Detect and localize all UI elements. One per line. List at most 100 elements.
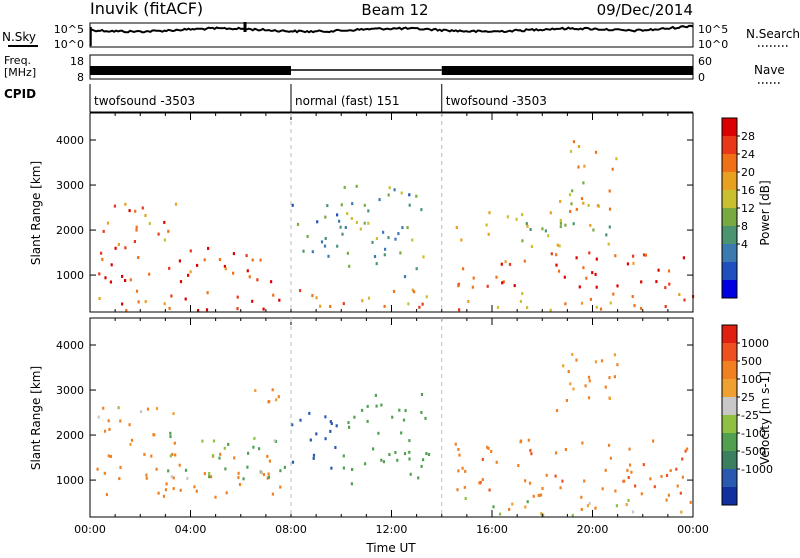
data-cell xyxy=(660,474,663,478)
y-tick-label: 1000 xyxy=(56,474,84,487)
x-tick-label: 08:00 xyxy=(275,523,307,536)
noise-tick-left-bottom: 10^0 xyxy=(54,38,84,51)
data-cell xyxy=(164,488,168,492)
colorbar-tick-label: 16 xyxy=(741,184,755,197)
data-cell xyxy=(343,185,346,189)
data-cell xyxy=(568,193,572,197)
data-cell xyxy=(364,462,367,466)
data-cell xyxy=(588,502,591,505)
data-cell xyxy=(487,446,490,450)
colorbar-segment xyxy=(722,136,737,154)
data-cell xyxy=(393,188,396,192)
data-cell xyxy=(224,267,227,271)
data-cell xyxy=(501,281,504,285)
data-cell xyxy=(291,423,294,427)
data-cell xyxy=(578,285,581,289)
data-cell xyxy=(403,275,407,279)
data-cell xyxy=(186,476,189,480)
data-cell xyxy=(595,257,598,261)
data-cell xyxy=(266,476,269,480)
data-cell xyxy=(487,232,490,236)
data-cell xyxy=(488,488,491,492)
data-cell xyxy=(162,494,166,498)
data-cell xyxy=(411,288,414,292)
data-cell xyxy=(130,438,134,442)
power-scatter xyxy=(98,140,695,312)
data-cell xyxy=(631,510,635,514)
data-cell xyxy=(563,275,566,279)
data-cell xyxy=(145,473,148,477)
data-cell xyxy=(330,422,333,426)
data-cell xyxy=(157,232,160,236)
data-cell xyxy=(508,507,511,511)
data-cell xyxy=(341,232,344,236)
data-cell xyxy=(545,473,548,477)
data-cell xyxy=(236,295,239,299)
data-cell xyxy=(417,476,420,480)
data-cell xyxy=(458,308,461,312)
data-cell xyxy=(329,420,332,424)
data-cell xyxy=(680,510,683,514)
data-cell xyxy=(686,447,689,451)
data-cell xyxy=(415,194,418,198)
data-cell xyxy=(532,494,535,498)
data-cell xyxy=(262,307,265,311)
data-cell xyxy=(347,421,350,425)
data-cell xyxy=(129,442,132,446)
colorbar-tick-label: 12 xyxy=(741,202,755,215)
data-cell xyxy=(211,454,215,458)
data-cell xyxy=(319,304,322,308)
data-cell xyxy=(128,423,131,427)
colorbar-tick-label: 500 xyxy=(741,355,762,368)
colorbar-segment xyxy=(722,244,737,262)
data-cell xyxy=(312,453,316,457)
data-cell xyxy=(336,244,339,248)
data-cell xyxy=(668,282,671,286)
data-cell xyxy=(519,440,522,444)
data-cell xyxy=(353,415,356,419)
data-cell xyxy=(117,243,120,246)
cpid-segment-label-0: twofsound -3503 xyxy=(94,94,195,108)
data-cell xyxy=(623,479,626,483)
data-cell xyxy=(575,256,578,260)
data-cell xyxy=(106,221,110,225)
data-cell xyxy=(555,451,558,455)
data-cell xyxy=(330,466,333,470)
y-tick-label: 2000 xyxy=(56,224,84,237)
data-cell xyxy=(420,464,423,468)
data-cell xyxy=(266,454,269,458)
data-cell xyxy=(415,267,418,271)
data-cell xyxy=(633,304,636,308)
data-cell xyxy=(363,221,366,225)
data-cell xyxy=(144,214,147,217)
data-cell xyxy=(559,221,562,225)
noise-tick-left-top: 10^5 xyxy=(54,23,84,36)
data-cell xyxy=(471,285,474,289)
data-cell xyxy=(689,500,692,504)
data-cell xyxy=(121,274,124,278)
data-cell xyxy=(528,481,532,485)
data-cell xyxy=(504,260,507,264)
data-cell xyxy=(511,502,514,506)
data-cell xyxy=(485,223,488,227)
data-cell xyxy=(615,157,618,161)
data-cell xyxy=(253,436,256,440)
data-cell xyxy=(227,442,230,446)
data-cell xyxy=(367,221,370,225)
data-cell xyxy=(403,452,407,456)
data-cell xyxy=(575,207,578,211)
data-cell xyxy=(342,454,345,458)
y-tick-label: 3000 xyxy=(56,179,84,192)
data-cell xyxy=(527,438,530,442)
data-cell xyxy=(524,479,527,483)
data-cell xyxy=(259,258,262,262)
data-cell xyxy=(135,225,138,229)
data-cell xyxy=(256,278,259,282)
data-cell xyxy=(375,404,378,408)
data-cell xyxy=(411,238,414,242)
data-cell xyxy=(324,415,327,419)
noise-panel-frame xyxy=(89,22,694,48)
data-cell xyxy=(549,211,552,215)
data-cell xyxy=(502,280,505,284)
data-cell xyxy=(564,223,567,227)
